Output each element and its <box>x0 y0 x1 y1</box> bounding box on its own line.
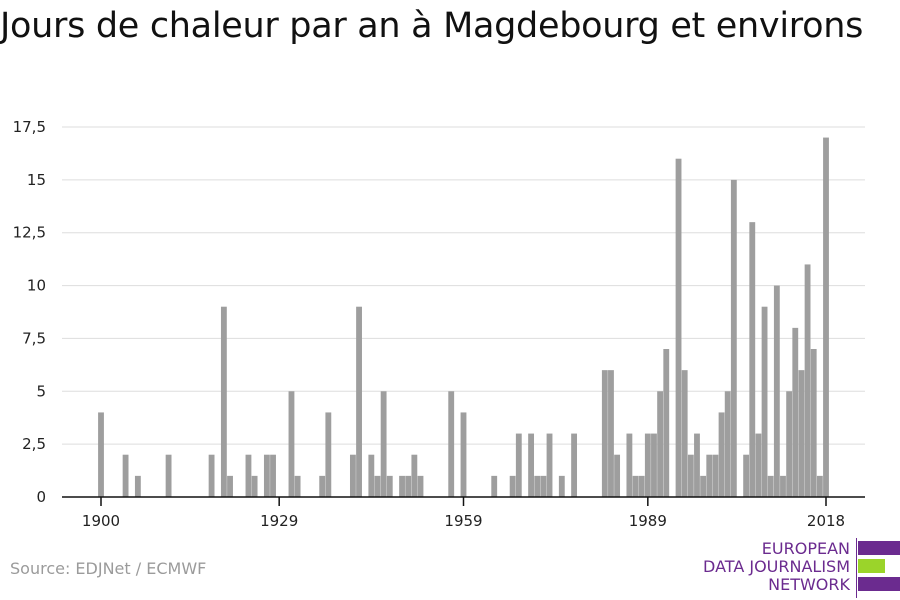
logo-bar-purple-bottom <box>858 577 900 591</box>
bar-1949 <box>399 475 405 497</box>
y-tick-label: 0 <box>36 488 46 506</box>
bar-1945 <box>374 475 381 497</box>
bar-1996 <box>687 454 694 497</box>
y-tick-label: 7,5 <box>22 329 46 347</box>
y-tick-label: 12,5 <box>13 224 46 242</box>
bar-2009 <box>767 475 774 497</box>
bar-1911 <box>165 454 172 497</box>
bar-1970 <box>528 433 535 497</box>
x-tick-label: 2018 <box>807 512 845 530</box>
logo-line-3: NETWORK <box>768 575 850 594</box>
logo-divider <box>856 538 857 598</box>
bar-1920 <box>220 306 227 497</box>
bar-1936 <box>319 475 326 497</box>
bar-1918 <box>208 454 215 497</box>
bar-1983 <box>608 370 614 497</box>
bar-1984 <box>614 454 621 497</box>
bar-1967 <box>509 475 516 497</box>
bar-2011 <box>780 475 786 497</box>
bar-1977 <box>571 433 578 497</box>
bar-2008 <box>761 306 768 497</box>
bar-1990 <box>651 433 657 497</box>
logo-bar-green <box>858 559 885 573</box>
bar-1932 <box>294 475 301 497</box>
bars <box>98 137 829 498</box>
bar-2010 <box>773 285 780 497</box>
logo-line-2: DATA JOURNALISM <box>703 557 850 576</box>
edjnet-logo[interactable]: EUROPEAN DATA JOURNALISM NETWORK <box>700 538 900 598</box>
bar-1975 <box>558 475 565 497</box>
bar-1999 <box>706 454 713 497</box>
y-tick-label: 2,5 <box>22 435 46 453</box>
bar-2015 <box>804 264 811 497</box>
bar-1950 <box>405 475 412 497</box>
bar-1986 <box>626 433 633 497</box>
bar-2003 <box>730 179 737 498</box>
x-tick-label: 1959 <box>444 512 482 530</box>
bar-1968 <box>515 433 522 497</box>
bar-1971 <box>534 475 541 497</box>
bar-1946 <box>380 391 387 497</box>
bar-1906 <box>134 475 141 497</box>
bar-1994 <box>675 158 682 497</box>
bar-1991 <box>657 391 664 497</box>
logo-bar-purple-top <box>858 541 900 555</box>
x-axis-ticks: 1900 1929 1959 1989 2018 <box>82 497 845 530</box>
bar-1998 <box>700 475 707 497</box>
bar-1959 <box>460 412 467 497</box>
bar-1972 <box>540 475 547 497</box>
bar-1927 <box>263 454 270 497</box>
bar-1988 <box>638 475 645 497</box>
bar-1924 <box>245 454 252 497</box>
bar-2007 <box>755 433 762 497</box>
y-tick-label: 17,5 <box>13 118 46 136</box>
bar-1941 <box>349 454 356 497</box>
bar-1982 <box>601 370 608 497</box>
logo-line-1: EUROPEAN <box>761 539 850 558</box>
bar-1944 <box>368 454 375 497</box>
bar-1904 <box>122 454 129 497</box>
bar-1900 <box>98 412 104 497</box>
bar-1942 <box>356 306 362 497</box>
bar-2014 <box>798 370 805 497</box>
bar-1987 <box>632 475 639 497</box>
bar-2016 <box>810 349 817 497</box>
bar-1928 <box>270 454 276 497</box>
y-axis-ticks: 0 2,5 5 7,5 10 12,5 15 17,5 <box>13 118 46 506</box>
source-note: Source: EDJNet / ECMWF <box>10 559 207 578</box>
bar-1973 <box>546 433 553 497</box>
bar-1992 <box>663 349 670 497</box>
bar-2000 <box>712 454 719 497</box>
bar-2017 <box>816 475 823 497</box>
bar-2001 <box>718 412 725 497</box>
bar-2012 <box>786 391 793 497</box>
grid-lines <box>62 126 865 445</box>
y-tick-label: 10 <box>27 277 46 295</box>
y-tick-label: 15 <box>27 171 46 189</box>
bar-2006 <box>749 222 756 497</box>
x-tick-label: 1989 <box>629 512 667 530</box>
bar-1947 <box>386 475 393 497</box>
bar-1997 <box>694 433 700 497</box>
bar-1921 <box>227 475 233 497</box>
bar-1995 <box>681 370 688 497</box>
chart-title: Jours de chaleur par an à Magdebourg et … <box>0 6 864 46</box>
y-tick-label: 5 <box>36 382 46 400</box>
bar-1989 <box>644 433 651 497</box>
x-tick-label: 1929 <box>260 512 298 530</box>
bar-2002 <box>724 391 731 497</box>
bar-1937 <box>325 412 332 497</box>
bar-1957 <box>448 391 455 497</box>
bar-1925 <box>251 475 258 497</box>
bar-2013 <box>792 327 799 497</box>
bar-2018 <box>823 137 829 497</box>
bar-1952 <box>417 475 424 497</box>
bar-1964 <box>491 475 498 497</box>
bar-1931 <box>288 391 295 497</box>
x-tick-label: 1900 <box>82 512 120 530</box>
bar-1951 <box>411 454 418 497</box>
bar-2005 <box>743 454 750 497</box>
